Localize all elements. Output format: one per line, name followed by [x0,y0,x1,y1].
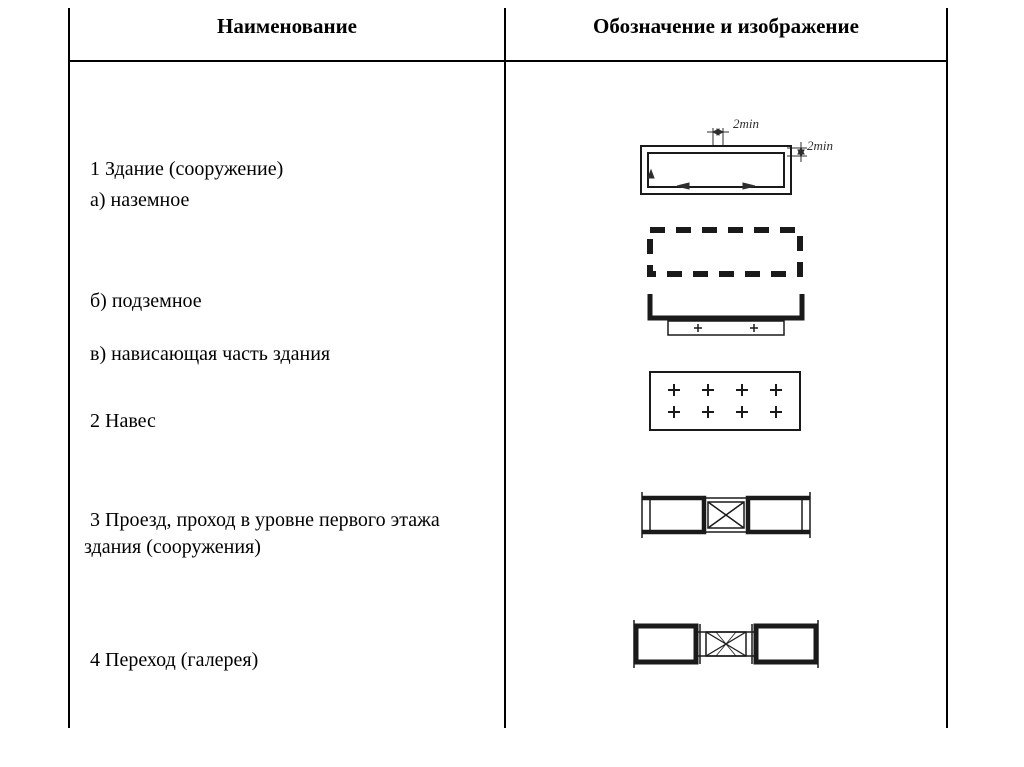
names-body: 1 Здание (сооружение) а) наземное б) под… [70,62,504,674]
row-1a-text: а) наземное [90,187,490,214]
symbol-passage [506,488,946,544]
row-1c: в) нависающая часть здания [90,341,490,368]
column-name: Наименование 1 Здание (сооружение) а) на… [70,8,506,728]
dim-label-right: 2min [807,138,833,153]
row-1b: б) подземное [90,288,490,315]
row-2-text: 2 Навес [90,410,156,432]
symbol-overhang [506,288,946,344]
row-3: 3 Проезд, проход в уровне первого этажа … [90,507,490,561]
header-name-text: Наименование [217,14,357,39]
row-1b-text: б) подземное [90,290,202,312]
header-name: Наименование [70,8,504,62]
symbol-canopy [506,366,946,438]
header-symbol-text: Обозначение и изображение [593,14,859,39]
header-symbol: Обозначение и изображение [506,8,946,62]
row-2: 2 Навес [90,408,490,435]
symbol-building-above: 2min 2min [506,118,946,208]
row-1-title: 1 Здание (сооружение) а) наземное [90,156,490,214]
dim-label-top: 2min [733,118,759,131]
column-symbol: Обозначение и изображение 2min 2min [506,8,946,728]
table-frame: Наименование 1 Здание (сооружение) а) на… [68,8,948,728]
symbol-gallery [506,614,946,674]
plus-grid [668,384,782,418]
row-3b-text: здания (сооружения) [84,534,490,561]
row-1-text: 1 Здание (сооружение) [90,156,490,183]
sheet: Наименование 1 Здание (сооружение) а) на… [0,0,1024,767]
row-4-text: 4 Переход (галерея) [90,649,258,671]
row-4: 4 Переход (галерея) [90,647,490,674]
row-3a-text: 3 Проезд, проход в уровне первого этажа [90,507,490,534]
row-1c-text: в) нависающая часть здания [90,343,330,365]
symbol-building-below [506,222,946,282]
